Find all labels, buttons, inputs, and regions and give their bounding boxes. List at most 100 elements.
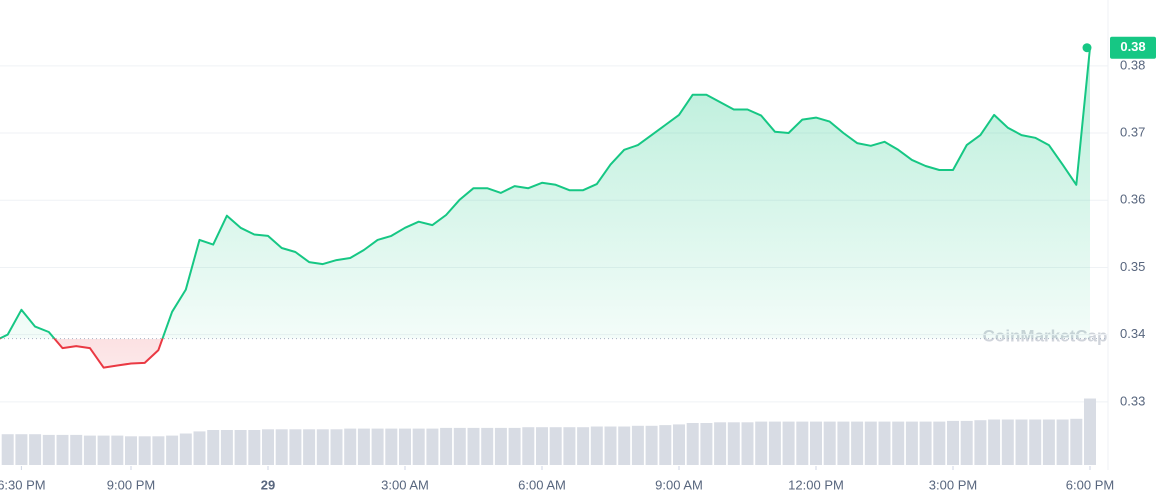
volume-bar	[700, 423, 713, 465]
volume-bar	[1, 434, 14, 465]
volume-bar	[166, 435, 179, 465]
volume-bar	[453, 427, 466, 465]
volume-bar	[919, 421, 932, 465]
x-tick-label: 6:00 AM	[518, 477, 566, 492]
volume-bar	[440, 427, 453, 465]
volume-bar	[960, 420, 973, 465]
volume-bar	[111, 435, 124, 465]
volume-bar	[823, 421, 836, 465]
x-tick-label: 12:00 PM	[788, 477, 844, 492]
volume-bar	[631, 425, 644, 465]
volume-bar	[782, 421, 795, 465]
x-tick-label: 9:00 AM	[655, 477, 703, 492]
volume-bar	[590, 426, 603, 465]
volume-bar	[1015, 419, 1028, 465]
volume-bar	[988, 419, 1001, 465]
volume-bar	[344, 428, 357, 465]
volume-bar	[755, 421, 768, 465]
volume-bar	[193, 431, 206, 465]
volume-bar	[1029, 419, 1042, 465]
volume-bar	[152, 436, 165, 465]
volume-bar	[371, 428, 384, 465]
volume-bar	[714, 422, 727, 465]
volume-bar	[399, 428, 411, 465]
volume-bar	[1070, 418, 1083, 465]
volume-bar	[29, 434, 42, 465]
volume-bar	[83, 435, 96, 465]
volume-bar	[481, 427, 494, 465]
volume-bar	[262, 429, 274, 465]
price-line	[0, 47, 1091, 369]
volume-bar	[1042, 419, 1055, 465]
volume-bar	[179, 433, 192, 465]
volume-bar	[15, 434, 28, 465]
volume-bar	[412, 428, 425, 465]
volume-bar	[878, 421, 891, 465]
volume-bar	[207, 430, 220, 465]
volume-bar	[385, 428, 398, 465]
volume-bar	[508, 427, 521, 465]
volume-bar	[1084, 398, 1096, 465]
volume-bar	[892, 421, 905, 465]
volume-bar	[673, 424, 685, 465]
volume-bar	[234, 430, 247, 465]
volume-bar	[494, 427, 507, 465]
volume-bar	[864, 421, 877, 465]
price-tag	[1110, 36, 1156, 59]
volume-bar	[536, 427, 548, 465]
volume-bar	[974, 420, 987, 465]
volume-bar	[357, 428, 370, 465]
volume-bar	[316, 429, 329, 465]
volume-bar	[275, 429, 288, 465]
volume-bar	[563, 427, 576, 465]
x-tick-label: 6:00 PM	[1066, 477, 1114, 492]
last-point	[1082, 43, 1092, 53]
volume-bar	[604, 426, 617, 465]
volume-bar	[97, 435, 110, 465]
volume-bar	[125, 436, 137, 465]
y-tick-label: 0.37	[1120, 124, 1145, 139]
volume-bar	[851, 421, 864, 465]
volume-bar	[303, 429, 316, 465]
volume-bar	[905, 421, 918, 465]
volume-bar	[1056, 419, 1069, 465]
price-tag-label: 0.38	[1120, 39, 1145, 54]
x-tick-label: 6:30 PM	[0, 477, 46, 492]
x-tick-label: 9:00 PM	[107, 477, 155, 492]
volume-bar	[768, 421, 781, 465]
volume-bar	[686, 423, 699, 465]
y-tick-label: 0.38	[1120, 57, 1145, 72]
y-tick-label: 0.34	[1120, 326, 1145, 341]
volume-bar	[549, 427, 562, 465]
volume-bar	[837, 421, 850, 465]
volume-bar	[220, 430, 233, 465]
volume-bar	[659, 425, 672, 465]
volume-bar	[810, 421, 822, 465]
y-tick-label: 0.33	[1120, 393, 1145, 408]
volume-bar	[330, 429, 343, 465]
volume-bar	[618, 426, 631, 465]
volume-bar	[70, 434, 83, 465]
volume-bar	[426, 428, 439, 465]
price-area	[0, 47, 1090, 368]
volume-bar	[138, 436, 151, 465]
volume-bar	[522, 427, 535, 465]
volume-bar	[947, 420, 959, 465]
volume-bar	[577, 427, 590, 465]
volume-bar	[56, 434, 69, 465]
volume-bar	[796, 421, 809, 465]
x-tick-label: 3:00 PM	[929, 477, 977, 492]
y-tick-label: 0.35	[1120, 259, 1145, 274]
volume-bar	[741, 422, 754, 465]
x-tick-label: 29	[261, 477, 275, 492]
volume-bar	[42, 434, 55, 465]
volume-bar	[1001, 419, 1014, 465]
volume-bar	[248, 430, 261, 465]
volume-bar	[467, 427, 480, 465]
volume-bar	[727, 422, 740, 465]
volume-bar	[289, 429, 302, 465]
volume-bar	[933, 421, 946, 465]
volume-bar	[645, 425, 658, 465]
